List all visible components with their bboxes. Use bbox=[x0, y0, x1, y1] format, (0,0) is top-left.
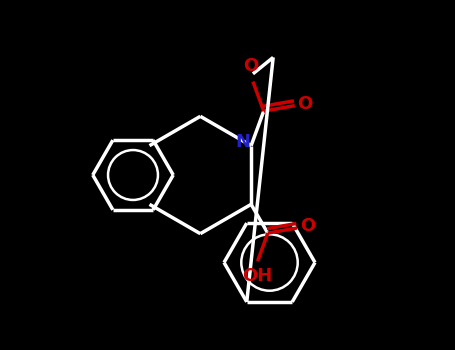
Text: O: O bbox=[300, 217, 315, 235]
Text: N: N bbox=[235, 133, 250, 151]
Text: OH: OH bbox=[243, 267, 273, 285]
Text: O: O bbox=[243, 57, 259, 75]
Text: O: O bbox=[298, 95, 313, 113]
